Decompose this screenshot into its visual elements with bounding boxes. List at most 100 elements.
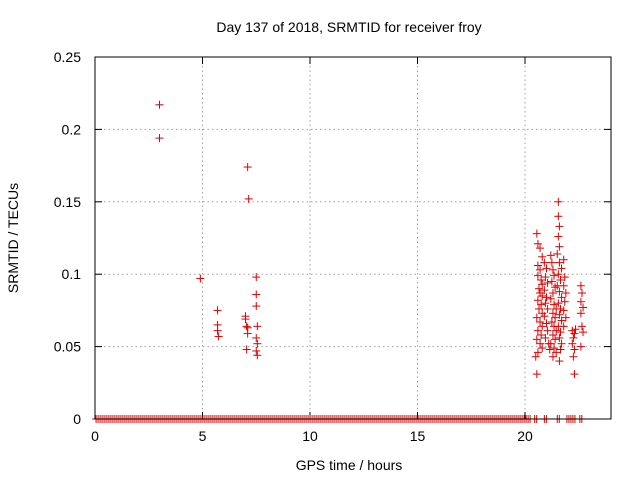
- data-point: [542, 319, 551, 328]
- data-point: [560, 297, 569, 306]
- data-point: [214, 332, 223, 341]
- data-point: [533, 271, 542, 280]
- data-point: [555, 287, 564, 296]
- data-point: [253, 322, 262, 331]
- data-point: [543, 304, 552, 313]
- data-point: [569, 333, 578, 342]
- data-point: [560, 273, 569, 282]
- data-point: [551, 313, 560, 322]
- data-point: [541, 333, 550, 342]
- data-point: [570, 370, 579, 379]
- data-point: [541, 299, 550, 308]
- data-point: [551, 335, 560, 344]
- data-point: [538, 322, 547, 331]
- data-point: [252, 290, 261, 299]
- data-point: [533, 296, 542, 305]
- data-point: [540, 258, 549, 267]
- data-point: [552, 348, 561, 357]
- data-point: [536, 317, 545, 326]
- data-point: [547, 317, 556, 326]
- data-point: [252, 346, 261, 355]
- data-point: [548, 309, 557, 318]
- data-point: [571, 325, 580, 334]
- data-point: [536, 265, 545, 274]
- data-point: [155, 134, 164, 143]
- data-point: [577, 322, 586, 331]
- data-point: [561, 289, 570, 298]
- data-point: [550, 300, 559, 309]
- x-axis-title: GPS time / hours: [296, 457, 403, 473]
- data-point: [243, 163, 252, 172]
- data-point: [244, 194, 253, 203]
- data-point: [533, 239, 542, 248]
- data-point: [242, 345, 251, 354]
- data-point: [559, 281, 568, 290]
- data-point: [538, 280, 547, 289]
- data-point: [545, 345, 554, 354]
- data-point: [253, 339, 262, 348]
- data-point: [570, 329, 579, 338]
- data-point: [540, 312, 549, 321]
- data-point: [543, 278, 552, 287]
- data-point: [537, 331, 546, 340]
- data-point: [533, 261, 542, 270]
- data-point: [540, 286, 549, 295]
- data-point: [547, 277, 556, 286]
- data-point: [557, 264, 566, 273]
- data-point: [533, 326, 542, 335]
- data-point: [559, 322, 568, 331]
- data-point: [548, 331, 557, 340]
- chart-title: Day 137 of 2018, SRMTID for receiver fro…: [216, 19, 481, 35]
- data-point: [576, 297, 585, 306]
- data-point: [543, 326, 552, 335]
- data-point: [568, 339, 577, 348]
- data-point: [252, 333, 261, 342]
- data-point: [557, 339, 566, 348]
- data-point: [555, 242, 564, 251]
- data-point: [548, 352, 557, 361]
- data-point: [550, 344, 559, 353]
- data-point: [557, 316, 566, 325]
- x-axis: 0 5 10 15 20: [91, 57, 533, 444]
- data-point: [243, 329, 252, 338]
- data-point: [542, 264, 551, 273]
- data-point: [538, 291, 547, 300]
- data-point: [546, 294, 555, 303]
- data-point: [538, 344, 547, 353]
- data-point: [532, 370, 541, 379]
- x-tick-label: 15: [410, 428, 426, 444]
- data-point: [253, 351, 262, 360]
- data-point: [556, 275, 565, 284]
- plot-frame: [94, 56, 612, 420]
- y-tick-label: 0.15: [54, 194, 81, 210]
- data-point: [213, 306, 222, 315]
- x-tick-label: 0: [91, 428, 99, 444]
- data-point: [532, 229, 541, 238]
- data-point: [554, 197, 563, 206]
- data-point: [533, 348, 542, 357]
- data-point: [542, 293, 551, 302]
- x-tick-label: 20: [517, 428, 533, 444]
- data-point: [196, 274, 205, 283]
- data-point: [532, 335, 541, 344]
- data-point: [561, 313, 570, 322]
- y-tick-label: 0.05: [54, 339, 81, 355]
- data-point: [155, 100, 164, 109]
- data-point: [552, 326, 561, 335]
- data-point: [537, 300, 546, 309]
- data-point: [252, 273, 261, 282]
- y-tick-label: 0.1: [62, 266, 82, 282]
- grid: [95, 57, 611, 419]
- data-point: [548, 265, 557, 274]
- data-point: [532, 313, 541, 322]
- data-point: [546, 251, 555, 260]
- data-point: [536, 244, 545, 253]
- data-point: [554, 212, 563, 221]
- data-point: [252, 302, 261, 311]
- data-point: [554, 299, 563, 308]
- data-point: [559, 306, 568, 315]
- data-point: [548, 289, 557, 298]
- data-point: [534, 284, 543, 293]
- data-point: [576, 281, 585, 290]
